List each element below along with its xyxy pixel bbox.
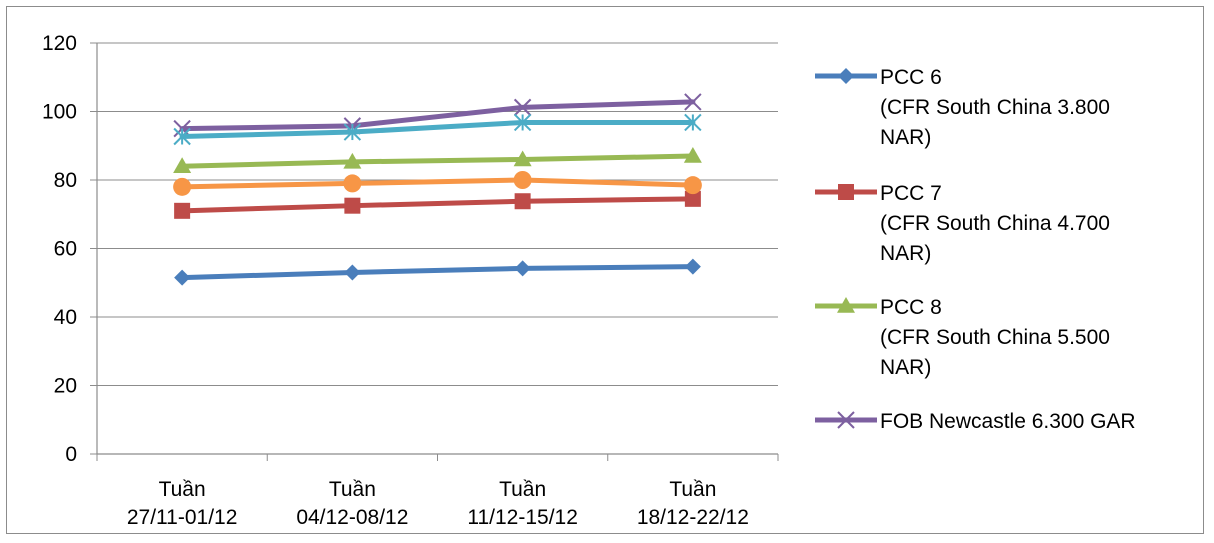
data-point: [174, 269, 191, 286]
data-point: [683, 176, 702, 195]
data-point: [173, 127, 191, 146]
series-line: [179, 196, 696, 214]
data-point: [343, 152, 362, 169]
x-category-label: Tuần 04/12-08/12: [296, 478, 408, 529]
data-point: [173, 177, 192, 196]
legend-swatch-marker: [837, 411, 855, 429]
data-point: [514, 260, 531, 277]
y-tick-label: 40: [54, 306, 77, 329]
data-point: [684, 258, 701, 275]
legend-label: FOB Newcastle 6.300 GAR: [880, 410, 1136, 433]
data-point: [514, 193, 531, 210]
y-axis-tick-labels: 0 20 40 60 80 100 120: [42, 32, 77, 466]
legend-label: PCC 8 (CFR South China 5.500 NAR): [880, 296, 1110, 379]
data-point: [343, 123, 362, 141]
y-tick-label: 60: [54, 238, 77, 261]
legend-item-2: PCC 7 (CFR South China 4.700 NAR): [815, 182, 1110, 265]
data-point: [513, 150, 532, 167]
legend-swatch-marker: [838, 68, 854, 84]
series-5: [173, 113, 702, 146]
data-point: [344, 197, 361, 214]
data-point: [513, 113, 532, 132]
series-line: [179, 177, 696, 190]
x-category-label: Tuần 18/12-22/12: [637, 478, 749, 529]
series-3: [173, 147, 702, 174]
series-line: [179, 264, 696, 281]
data-point: [174, 202, 191, 219]
y-tick-label: 120: [42, 32, 77, 55]
data-point: [683, 147, 702, 163]
legend-label: PCC 6 (CFR South China 3.800 NAR): [880, 66, 1110, 149]
data-point: [513, 171, 532, 189]
data-point: [513, 98, 532, 117]
series-lines: [173, 93, 702, 286]
series-line: [179, 153, 696, 169]
legend-swatch-marker: [838, 184, 854, 200]
y-tick-label: 20: [54, 375, 77, 398]
legend-item-3: PCC 8 (CFR South China 5.500 NAR): [815, 296, 1110, 379]
y-tick-label: 80: [54, 169, 77, 192]
legend-item-4: FOB Newcastle 6.300 GAR: [815, 410, 1136, 433]
legend-label: PCC 7 (CFR South China 4.700 NAR): [880, 182, 1110, 265]
legend: PCC 6 (CFR South China 3.800 NAR) PCC 7 (CFR…: [815, 66, 1136, 433]
series-2: [174, 190, 701, 219]
data-point: [684, 113, 702, 132]
data-point: [343, 174, 362, 193]
axes: [90, 42, 779, 461]
data-point: [684, 93, 702, 111]
data-point: [684, 190, 701, 207]
series-line: [179, 99, 696, 132]
series-1: [174, 258, 701, 286]
legend-swatch-marker: [837, 297, 855, 313]
data-point: [344, 264, 361, 281]
series-line: [179, 119, 696, 140]
x-axis-category-labels: Tuần 27/11-01/12 Tuần 04/12-08/12 Tuần 11/12-…: [127, 478, 749, 529]
data-point: [173, 157, 192, 174]
y-tick-label: 100: [42, 101, 77, 124]
series-6: [173, 171, 702, 196]
series-4: [173, 93, 702, 138]
gridlines: [97, 42, 778, 386]
y-tick-label: 0: [65, 443, 77, 466]
x-category-label: Tuần 27/11-01/12: [127, 478, 238, 529]
x-category-label: Tuần 11/12-15/12: [467, 478, 578, 529]
legend-item-1: PCC 6 (CFR South China 3.800 NAR): [815, 66, 1110, 149]
